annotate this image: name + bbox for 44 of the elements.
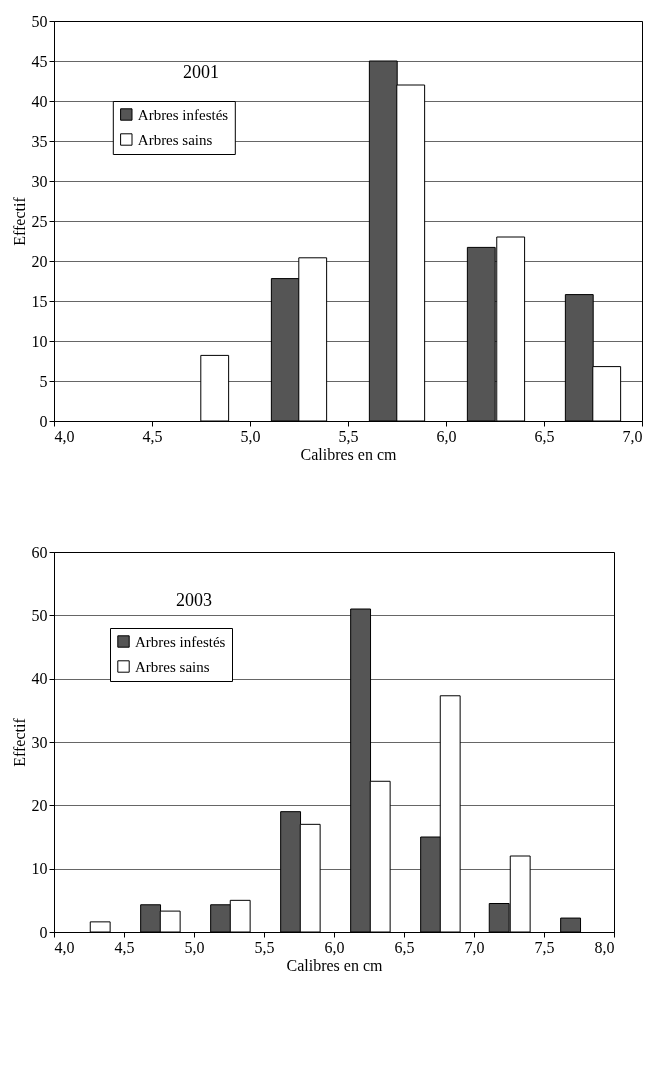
x-tick-label: 5,5 xyxy=(254,938,275,956)
y-tick-label: 20 xyxy=(31,252,48,270)
y-tick-label: 35 xyxy=(31,132,48,150)
y-tick-label: 25 xyxy=(31,212,48,230)
legend-label: Arbres infestés xyxy=(137,106,229,123)
y-tick-label: 50 xyxy=(31,606,48,624)
y-tick-label: 0 xyxy=(39,923,48,941)
y-tick-label: 10 xyxy=(31,332,48,350)
y-tick-label: 0 xyxy=(39,412,48,430)
y-tick-label: 40 xyxy=(31,92,48,110)
y-tick-label: 45 xyxy=(31,52,48,70)
legend-label: Arbres sains xyxy=(137,131,213,148)
x-tick-label: 8,0 xyxy=(594,938,615,956)
y-tick-label: 30 xyxy=(31,172,48,190)
x-tick-label: 5,5 xyxy=(338,427,359,445)
y-axis-title: Effectif xyxy=(10,196,28,246)
y-tick-label: 50 xyxy=(31,12,48,30)
x-tick-label: 4,0 xyxy=(54,427,75,445)
x-tick-label: 7,0 xyxy=(622,427,643,445)
x-tick-label: 6,5 xyxy=(394,938,415,956)
x-tick-label: 4,5 xyxy=(114,938,135,956)
x-axis-title: Calibres en cm xyxy=(300,445,398,463)
x-tick-label: 6,5 xyxy=(534,427,555,445)
x-tick-label: 7,0 xyxy=(464,938,485,956)
y-tick-label: 10 xyxy=(31,860,48,878)
text: 2001 xyxy=(183,62,219,82)
x-tick-label: 4,0 xyxy=(54,938,75,956)
x-tick-label: 5,0 xyxy=(240,427,261,445)
x-axis-title: Calibres en cm xyxy=(286,956,384,974)
x-tick-label: 4,5 xyxy=(142,427,163,445)
y-tick-label: 20 xyxy=(31,796,48,814)
y-tick-label: 30 xyxy=(31,733,48,751)
x-tick-label: 6,0 xyxy=(436,427,457,445)
y-tick-label: 40 xyxy=(31,670,48,688)
legend-label: Arbres sains xyxy=(135,658,210,675)
y-axis-title: Effectif xyxy=(10,717,28,767)
y-tick-label: 5 xyxy=(39,372,48,390)
legend-label: Arbres infestés xyxy=(135,633,226,650)
text: 2003 xyxy=(176,590,212,611)
x-tick-label: 6,0 xyxy=(324,938,345,956)
y-tick-label: 60 xyxy=(31,543,48,561)
y-tick-label: 15 xyxy=(31,292,48,310)
x-tick-label: 7,5 xyxy=(534,938,555,956)
x-tick-label: 5,0 xyxy=(184,938,205,956)
